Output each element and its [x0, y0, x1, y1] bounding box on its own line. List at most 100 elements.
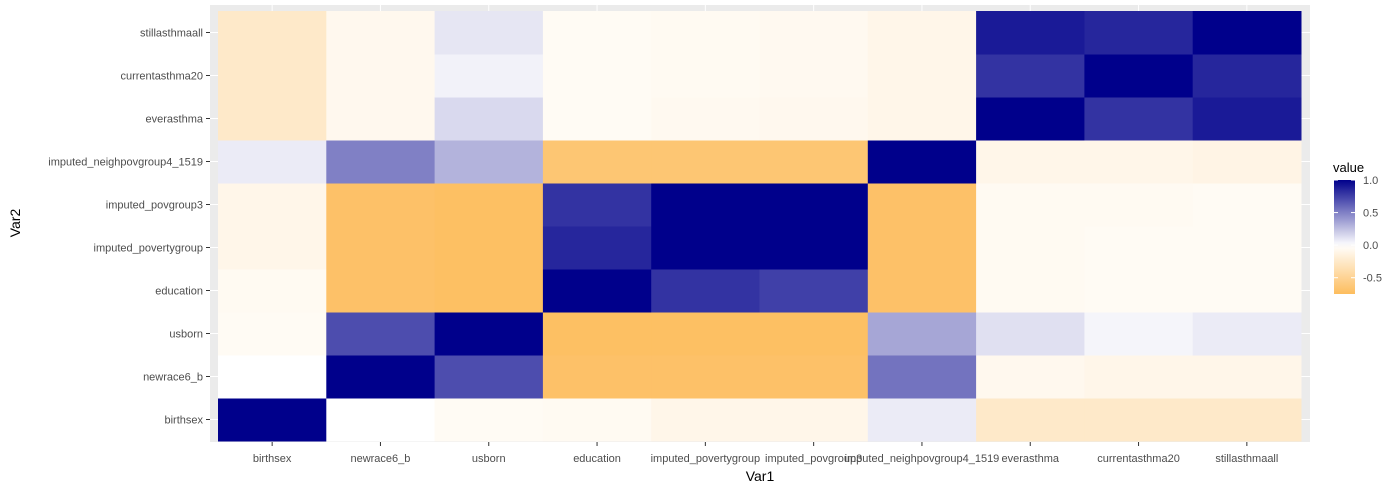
- heatmap-cell: [759, 183, 869, 227]
- heatmap-cell: [434, 183, 544, 227]
- heatmap-cell: [976, 54, 1085, 98]
- heatmap-cell: [651, 97, 760, 141]
- heatmap-cell: [434, 269, 544, 313]
- heatmap-cell: [976, 11, 1085, 55]
- heatmap-cell: [1192, 355, 1302, 399]
- heatmap-cell: [867, 226, 977, 270]
- heatmap-cell: [434, 355, 544, 399]
- heatmap-cell: [218, 11, 327, 55]
- heatmap-cell: [759, 226, 869, 270]
- x-axis-title: Var1: [746, 468, 775, 484]
- x-tick-label: imputed_neighpovgroup4_1519: [845, 453, 1000, 465]
- heatmap-cell: [1084, 312, 1194, 356]
- heatmap-cell: [1084, 355, 1194, 399]
- heatmap-cell: [651, 11, 760, 55]
- heatmap-cell: [1084, 11, 1194, 55]
- heatmap-cell: [651, 183, 760, 227]
- heatmap-cell: [1192, 54, 1302, 98]
- heatmap-cell: [434, 312, 544, 356]
- heatmap-cell: [542, 54, 652, 98]
- heatmap-cell: [326, 312, 436, 356]
- heatmap-cell: [867, 11, 977, 55]
- heatmap-cell: [759, 398, 869, 442]
- legend-ticks: 1.0 0.5 0.0 -0.5: [1334, 175, 1382, 285]
- x-tick-label: newrace6_b: [350, 453, 410, 465]
- x-tick-label: usborn: [472, 453, 506, 465]
- heatmap-cell: [1192, 226, 1302, 270]
- legend: value 1.0 0.5 0.0 -0.5: [1333, 160, 1382, 294]
- heatmap-cell: [651, 398, 760, 442]
- heatmap-cell: [218, 140, 327, 184]
- x-tick-label: currentasthma20: [1097, 453, 1180, 465]
- heatmap-cell: [759, 269, 869, 313]
- heatmap-cell: [1084, 398, 1194, 442]
- heatmap-cell: [1192, 97, 1302, 141]
- heatmap-cell: [326, 269, 436, 313]
- heatmap-cell: [218, 269, 327, 313]
- heatmap-cell: [326, 226, 436, 270]
- heatmap-cell: [759, 355, 869, 399]
- x-tick-label: imputed_povertygroup: [651, 453, 760, 465]
- heatmap-cell: [976, 140, 1085, 184]
- heatmap-cell: [326, 11, 436, 55]
- heatmap-cell: [867, 355, 977, 399]
- heatmap-cell: [218, 355, 327, 399]
- y-tick-label: newrace6_b: [143, 372, 203, 384]
- heatmap-cell: [651, 54, 760, 98]
- heatmap-cell: [326, 54, 436, 98]
- heatmap-cell: [759, 97, 869, 141]
- heatmap-cell: [542, 97, 652, 141]
- x-tick-label: education: [573, 453, 621, 465]
- heatmap-cell: [326, 355, 436, 399]
- y-tick-label: everasthma: [146, 114, 204, 126]
- heatmap-cell: [867, 269, 977, 313]
- heatmap-cell: [218, 226, 327, 270]
- heatmap-cell: [434, 54, 544, 98]
- heatmap-cell: [542, 11, 652, 55]
- legend-tick-label: 0.0: [1363, 240, 1378, 252]
- heatmap-cell: [976, 97, 1085, 141]
- x-tick-label: birthsex: [253, 453, 292, 465]
- legend-colorbar: [1334, 180, 1355, 294]
- y-tick-label: currentasthma20: [120, 71, 203, 83]
- legend-tick-label: 0.5: [1363, 208, 1378, 220]
- heatmap-cell: [1084, 269, 1194, 313]
- heatmap-cell: [1084, 226, 1194, 270]
- heatmap-cell: [867, 140, 977, 184]
- y-tick-label: education: [155, 286, 203, 298]
- heatmap-cell: [651, 140, 760, 184]
- x-tick-label: everasthma: [1002, 453, 1060, 465]
- heatmap-cell: [542, 398, 652, 442]
- y-tick-label: usborn: [169, 329, 203, 341]
- y-axis: birthsex newrace6_b usborn education imputed…: [48, 28, 210, 427]
- heatmap-cell: [759, 140, 869, 184]
- heatmap-cell: [542, 355, 652, 399]
- heatmap-cell: [976, 226, 1085, 270]
- x-axis: birthsex newrace6_b usborn education imputed…: [253, 442, 1278, 465]
- heatmap-cell: [434, 226, 544, 270]
- heatmap-cell: [218, 398, 327, 442]
- heatmap-cell: [434, 11, 544, 55]
- heatmap-cell: [218, 97, 327, 141]
- heatmap-cell: [1084, 183, 1194, 227]
- heatmap-cells: [218, 11, 1302, 442]
- heatmap-cell: [542, 140, 652, 184]
- y-tick-label: imputed_povgroup3: [106, 200, 203, 212]
- heatmap-cell: [1192, 11, 1302, 55]
- heatmap-cell: [867, 97, 977, 141]
- heatmap-cell: [976, 269, 1085, 313]
- y-tick-label: stillasthmaall: [140, 28, 203, 40]
- heatmap-cell: [976, 312, 1085, 356]
- heatmap-cell: [542, 226, 652, 270]
- heatmap-cell: [976, 398, 1085, 442]
- heatmap-cell: [542, 183, 652, 227]
- heatmap-cell: [434, 140, 544, 184]
- heatmap-cell: [651, 226, 760, 270]
- heatmap-cell: [218, 312, 327, 356]
- heatmap-cell: [1192, 269, 1302, 313]
- heatmap-cell: [326, 398, 436, 442]
- heatmap-cell: [1192, 398, 1302, 442]
- heatmap-cell: [867, 54, 977, 98]
- legend-tick-label: -0.5: [1363, 273, 1382, 285]
